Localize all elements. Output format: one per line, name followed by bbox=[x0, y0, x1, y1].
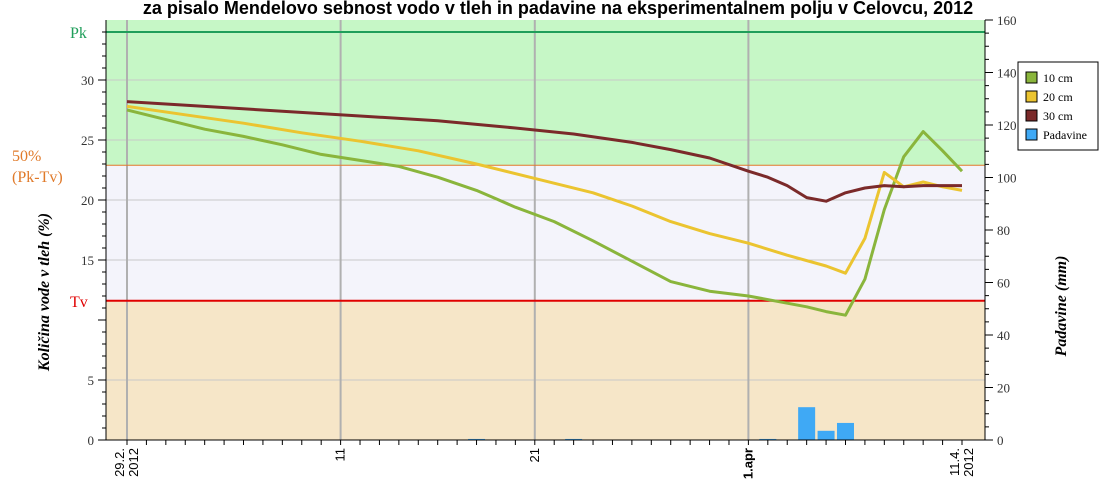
y-right-tick-label: 140 bbox=[997, 66, 1017, 81]
band-mid-to-tv bbox=[106, 165, 985, 301]
y-right-tick-label: 20 bbox=[997, 381, 1010, 396]
precip-bar bbox=[798, 407, 816, 440]
x-tick-label-line: 21 bbox=[527, 448, 542, 462]
band-pk-to-mid bbox=[106, 32, 985, 166]
x-tick-label: 29.2. 2012 bbox=[112, 448, 141, 477]
precip-bar bbox=[817, 430, 835, 440]
y-right-tick-label: 0 bbox=[997, 433, 1004, 448]
x-tick-label: 11.4. 2012 bbox=[947, 448, 976, 477]
legend: 10 cm 20 cm 30 cm Padavine bbox=[1017, 61, 1099, 151]
x-tick-label-line: 1.apr bbox=[740, 448, 755, 479]
y-left-tick-label: 5 bbox=[88, 373, 95, 388]
y-right-tick-label: 160 bbox=[997, 13, 1017, 28]
y-right-tick-label: 80 bbox=[997, 223, 1010, 238]
y-left-tick-label: 0 bbox=[88, 433, 95, 448]
chart-grid bbox=[106, 20, 985, 440]
y-axis-right: 0 20 40 60 80 100 120 140 160 bbox=[984, 13, 1017, 448]
series-lines bbox=[126, 100, 964, 317]
y-left-axis-title: Količina vode v tleh (%) bbox=[36, 213, 53, 372]
y-axis-left: 0 5 15 20 25 30 bbox=[81, 20, 107, 448]
y-right-tick-label: 40 bbox=[997, 328, 1010, 343]
x-tick-label-line: 2012 bbox=[126, 448, 141, 477]
x-tick-label-line: 2012 bbox=[961, 448, 976, 477]
legend-label: Padavine bbox=[1043, 128, 1087, 142]
band-below-tv bbox=[106, 300, 985, 440]
y-left-tick-label: 15 bbox=[81, 253, 94, 268]
precip-bar bbox=[759, 438, 777, 440]
band-above-pk bbox=[106, 20, 985, 32]
y-right-tick-label: 120 bbox=[997, 118, 1017, 133]
precip-bar bbox=[565, 438, 583, 440]
legend-swatch bbox=[1025, 71, 1038, 84]
x-axis: 29.2. 2012 11 21 1.apr 11.4. 2012 bbox=[106, 439, 985, 479]
series-line-10cm bbox=[126, 108, 964, 317]
y-right-axis-title: Padavine (mm) bbox=[1053, 256, 1070, 358]
zone-label-tv: Tv bbox=[70, 294, 88, 311]
x-tick-label-line: 11.4. bbox=[947, 448, 962, 476]
y-left-tick-label: 25 bbox=[81, 133, 94, 148]
legend-swatch bbox=[1025, 90, 1038, 103]
y-right-tick-label: 100 bbox=[997, 171, 1017, 186]
legend-swatch bbox=[1025, 128, 1038, 141]
zone-label-50: 50% bbox=[12, 148, 41, 165]
precipitation-bars bbox=[468, 407, 854, 440]
x-tick-label: 11 bbox=[333, 448, 348, 462]
legend-label: 20 cm bbox=[1043, 90, 1073, 104]
legend-label: 30 cm bbox=[1043, 109, 1073, 123]
x-tick-label-line: 11 bbox=[333, 448, 348, 462]
precip-bar bbox=[468, 438, 486, 440]
zone-label-pk: Pk bbox=[70, 25, 87, 42]
y-left-tick-label: 20 bbox=[81, 193, 94, 208]
series-line-20cm bbox=[126, 104, 963, 275]
y-left-tick-label: 30 bbox=[81, 73, 94, 88]
legend-label: 10 cm bbox=[1043, 71, 1073, 85]
zone-label-pk-tv: (Pk-Tv) bbox=[12, 169, 63, 186]
zone-lines: Pk 50% (Pk-Tv) Tv bbox=[12, 25, 985, 311]
legend-swatch bbox=[1025, 109, 1038, 122]
chart-background bbox=[106, 20, 985, 440]
series-line-30cm bbox=[126, 100, 962, 203]
y-right-tick-label: 60 bbox=[997, 276, 1010, 291]
x-tick-label: 1.apr bbox=[740, 448, 755, 479]
x-tick-label-line: 29.2. bbox=[112, 448, 127, 477]
x-tick-label: 21 bbox=[527, 448, 542, 462]
chart-title: za pisalo Mendelovo sebnost vodo v tleh … bbox=[143, 0, 973, 18]
precip-bar bbox=[836, 422, 854, 440]
